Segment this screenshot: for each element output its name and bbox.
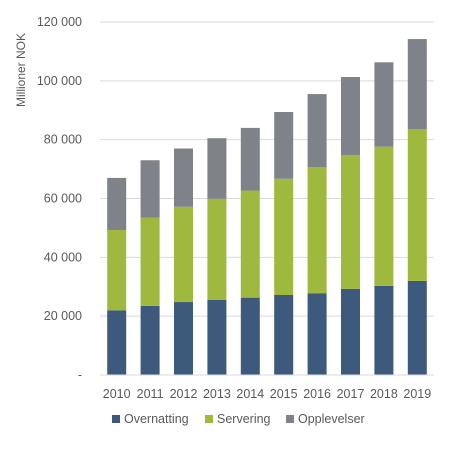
x-tick-label: 2010 [103,387,131,401]
bar-segment-servering [274,178,294,295]
legend-label: Servering [217,412,271,426]
bar-segment-opplevelser [174,148,193,207]
x-tick-label: 2016 [303,387,331,401]
bar-segment-opplevelser [407,39,427,130]
bar-segment-servering [174,206,193,303]
bar-segment-servering [140,217,160,306]
bar-segment-overnatting [407,280,427,375]
bar-segment-overnatting [140,305,160,375]
bar-segment-opplevelser [307,94,327,168]
legend-swatch [286,415,294,423]
legend-swatch [205,415,213,423]
bar-segment-overnatting [341,288,360,375]
bar-segment-overnatting [374,285,394,375]
bar-segment-overnatting [274,294,294,375]
bar-segment-servering [307,167,327,294]
x-tick-label: 2017 [337,387,365,401]
x-tick-label: 2013 [203,387,231,401]
legend-swatch [112,415,120,423]
legend-item: Servering [205,412,271,426]
bar-segment-servering [207,198,227,300]
legend: Overnatting Servering Opplevelser [112,412,365,426]
legend-item: Overnatting [112,412,189,426]
bar-segment-servering [240,190,260,298]
legend-item: Opplevelser [286,412,365,426]
bar-segment-opplevelser [374,62,394,147]
bars [107,39,427,375]
bar-segment-overnatting [174,302,193,375]
x-tick-label: 2015 [270,387,298,401]
bar-segment-overnatting [240,297,260,375]
bar-segment-opplevelser [240,127,260,191]
y-tick-label: 80 000 [44,133,82,147]
y-axis-title: Millioner NOK [14,33,28,107]
bar-segment-overnatting [307,293,327,375]
y-tick-label: 120 000 [37,15,82,29]
bar-segment-opplevelser [107,177,127,230]
bar-segment-overnatting [207,299,227,375]
bar-segment-servering [374,146,394,286]
x-tick-label: 2012 [170,387,198,401]
axes: - 20 000 40 000 60 000 80 000 100 000 120 000 2… [37,15,434,401]
bar-segment-servering [341,154,360,289]
y-tick-label: 40 000 [44,250,82,264]
bar-segment-servering [107,229,127,311]
y-tick-label: 20 000 [44,309,82,323]
y-tick-label: 60 000 [44,192,82,206]
bar-segment-servering [407,129,427,281]
bar-segment-overnatting [107,310,127,375]
bar-segment-opplevelser [341,77,360,155]
bar-segment-opplevelser [140,160,160,218]
y-tick-label: 100 000 [37,74,82,88]
legend-label: Overnatting [124,412,189,426]
x-tick-label: 2019 [403,387,431,401]
x-tick-label: 2018 [370,387,398,401]
y-tick-label: - [78,368,82,382]
x-tick-label: 2014 [236,387,264,401]
bar-segment-opplevelser [274,112,294,179]
bar-segment-opplevelser [207,138,227,199]
legend-label: Opplevelser [298,412,365,426]
x-tick-label: 2011 [137,387,164,401]
